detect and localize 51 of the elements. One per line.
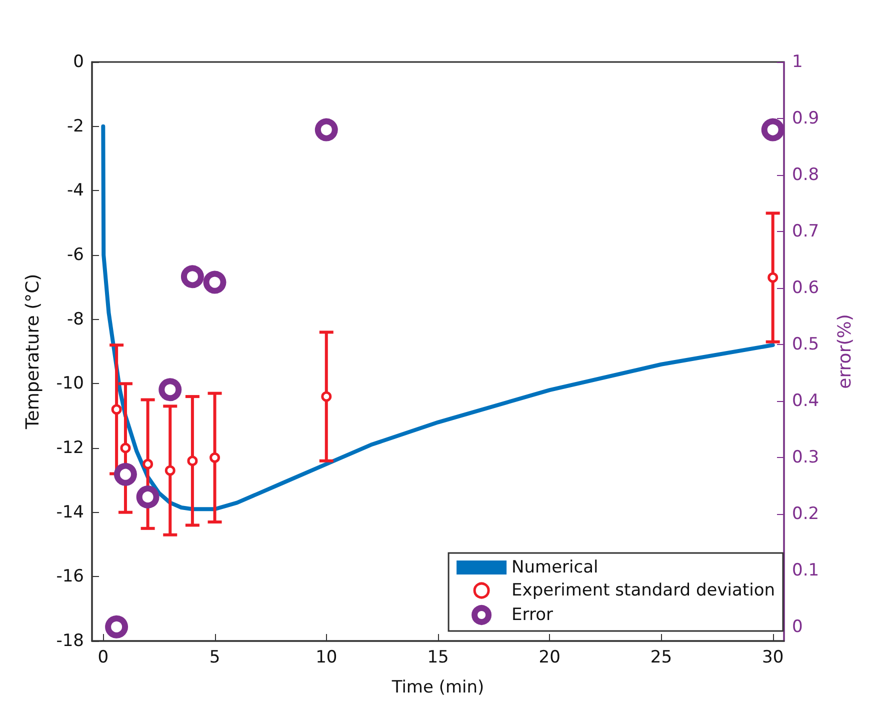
point: [180, 265, 204, 288]
x-tick-label: 20: [538, 648, 560, 668]
y-tick-label: -10: [56, 374, 84, 394]
point: [136, 485, 160, 508]
point: [314, 118, 338, 142]
line-series: [101, 124, 775, 512]
legend-label: Error: [512, 605, 553, 625]
point: [203, 270, 226, 294]
point: [158, 378, 182, 402]
y2-tick-label: 0.1: [792, 560, 820, 580]
y2-tick-label: 0.7: [792, 221, 820, 242]
y-tick-label: -18: [56, 631, 84, 651]
x-axis-title: Time (min): [390, 678, 484, 698]
y-axis-title: Temperature (°C): [22, 274, 44, 430]
legend-label: Numerical: [512, 558, 598, 578]
y-tick-label: -2: [67, 116, 84, 136]
y-tick-label: -4: [67, 180, 84, 201]
point: [187, 456, 198, 466]
point: [105, 615, 128, 638]
point: [111, 404, 122, 415]
y2-tick-label: 0.3: [792, 447, 820, 468]
x-tick-label: 25: [650, 648, 672, 668]
x-tick-label: 10: [316, 648, 338, 668]
y-tick-label: -16: [56, 566, 84, 587]
y-tick-label: -6: [67, 245, 84, 265]
y-tick-label: 0: [73, 52, 84, 72]
y2-tick-label: 0.2: [792, 504, 820, 524]
point: [321, 391, 332, 402]
point: [120, 442, 131, 454]
y2-tick-label: 0: [792, 616, 803, 637]
y2-tick-label: 1: [792, 52, 803, 72]
x-tick-label: 0: [98, 648, 109, 668]
y-tick-label: -8: [67, 309, 84, 330]
y2-tick-label: 0.8: [792, 164, 820, 185]
y-tick-label: -14: [56, 502, 84, 522]
y2-tick-label: 0.6: [792, 278, 820, 298]
x-tick-label: 15: [427, 648, 449, 668]
y2-tick-label: 0.4: [792, 390, 820, 411]
point: [761, 118, 784, 142]
x-tick-label: 30: [762, 648, 784, 668]
x-tick-label: 5: [209, 648, 220, 668]
point: [142, 458, 154, 470]
point: [114, 462, 137, 486]
point: [164, 465, 176, 476]
point: [210, 452, 220, 463]
y-tick-label: -12: [56, 438, 84, 458]
y2-tick-label: 0.9: [792, 108, 820, 128]
point: [768, 272, 778, 283]
legend-label: Experiment standard deviation: [512, 580, 776, 600]
y2-axis-title: error(%): [834, 314, 856, 389]
y2-tick-label: 0.5: [792, 334, 820, 354]
